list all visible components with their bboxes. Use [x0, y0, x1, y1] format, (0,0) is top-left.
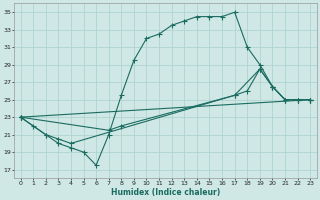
- X-axis label: Humidex (Indice chaleur): Humidex (Indice chaleur): [111, 188, 220, 197]
